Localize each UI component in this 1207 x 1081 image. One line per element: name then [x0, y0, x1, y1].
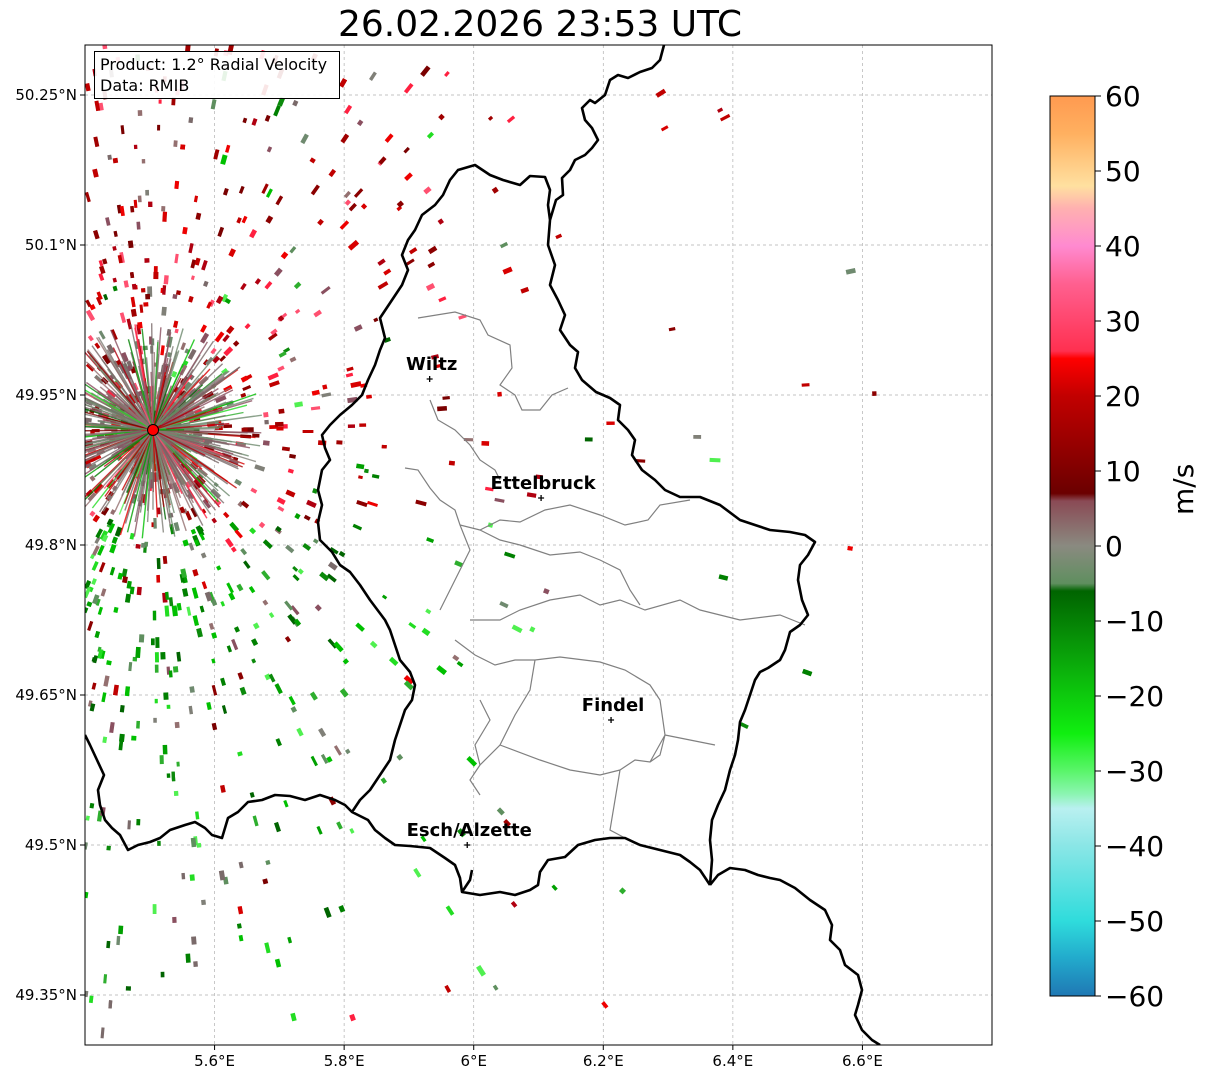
y-tick-label: 49.5°N [25, 836, 77, 854]
colorbar-tick-label: 30 [1105, 305, 1141, 338]
canton-boundaries [404, 311, 806, 839]
borders [85, 45, 881, 1045]
x-tick-label: 6.4°E [712, 1052, 753, 1070]
colorbar-tick-label: 0 [1105, 530, 1123, 563]
y-tick-label: 49.95°N [15, 386, 77, 404]
city-marker [538, 495, 545, 501]
y-tick-label: 50.1°N [25, 236, 77, 254]
data-source-label: Data: RMIB [100, 76, 190, 95]
colorbar-tick-label: −50 [1105, 905, 1164, 938]
colorbar-tick-label: 40 [1105, 230, 1141, 263]
colorbar-tick-label: 60 [1105, 80, 1141, 113]
city-markers: Wiltz Ettelbruck Findel Esch/Alzette [406, 354, 644, 848]
graticule [85, 45, 992, 1045]
city-label: Esch/Alzette [407, 820, 532, 841]
country-border [85, 45, 881, 1045]
y-tick-label: 50.25°N [15, 86, 77, 104]
info-box: Product: 1.2° Radial Velocity Data: RMIB [94, 51, 340, 99]
city-label: Wiltz [406, 354, 457, 375]
product-label: Product: 1.2° Radial Velocity [100, 55, 328, 74]
city-marker [608, 717, 615, 723]
colorbar-tick-label: −30 [1105, 755, 1164, 788]
x-tick-label: 5.8°E [324, 1052, 365, 1070]
y-tick-label: 49.8°N [25, 536, 77, 554]
x-tick-label: 6.2°E [583, 1052, 624, 1070]
colorbar-tick-label: 10 [1105, 455, 1141, 488]
colorbar-tick-label: −40 [1105, 830, 1164, 863]
x-axis-ticks: 5.6°E 5.8°E 6°E 6.2°E 6.4°E 6.6°E [194, 1045, 883, 1070]
city-label: Ettelbruck [491, 473, 597, 494]
plot-area[interactable]: Wiltz Ettelbruck Findel Esch/Alzette [46, 40, 992, 1045]
y-axis-ticks: 50.25°N 50.1°N 49.95°N 49.8°N 49.65°N 49.5°N 4… [15, 86, 85, 1004]
colorbar-tick-label: −60 [1105, 980, 1164, 1013]
colorbar-tick-label: 20 [1105, 380, 1141, 413]
colorbar-tick-label: −20 [1105, 680, 1164, 713]
y-tick-label: 49.65°N [15, 686, 77, 704]
map-title: 26.02.2026 23:53 UTC [337, 4, 743, 45]
radar-site-marker [147, 424, 160, 436]
city-label: Findel [582, 695, 645, 716]
colorbar-ticks: 60 50 40 30 20 10 0 −10 −20 −30 −40 −50 −60 [1095, 80, 1164, 1013]
colorbar-unit-label: m/s [1167, 463, 1200, 515]
city-marker [464, 842, 471, 848]
colorbar [1049, 95, 1096, 997]
colorbar-tick-label: −10 [1105, 605, 1164, 638]
city-marker [426, 376, 433, 382]
y-tick-label: 49.35°N [15, 986, 77, 1004]
colorbar-tick-label: 50 [1105, 155, 1141, 188]
x-tick-label: 5.6°E [194, 1052, 235, 1070]
x-tick-label: 6.6°E [842, 1052, 883, 1070]
x-tick-label: 6°E [460, 1052, 487, 1070]
